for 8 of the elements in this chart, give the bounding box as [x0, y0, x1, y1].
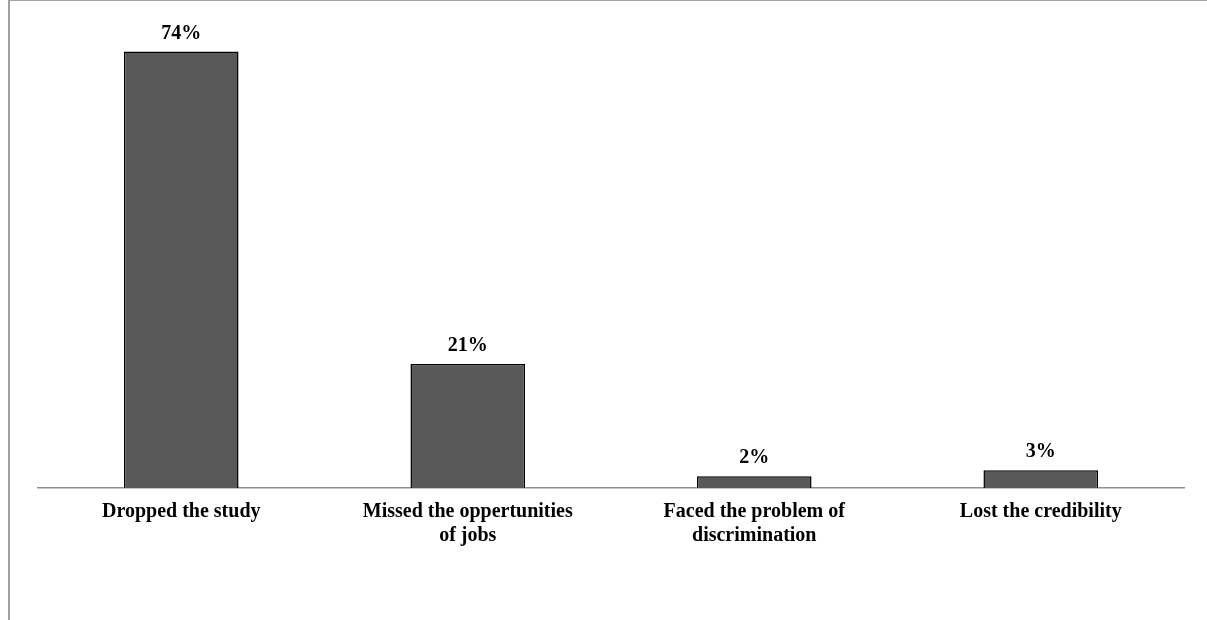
data-label: 74% [161, 20, 202, 43]
x-tick-label: Lost the credibility [959, 499, 1122, 523]
data-label: 3% [1025, 439, 1056, 462]
data-label: 21% [447, 333, 488, 356]
x-tick-label: Missed the oppertunities of jobs [362, 499, 573, 547]
x-tick-label: Faced the problem of discrimination [663, 499, 846, 546]
x-tick-label: Dropped the study [101, 499, 261, 523]
data-label: 2% [739, 445, 770, 468]
